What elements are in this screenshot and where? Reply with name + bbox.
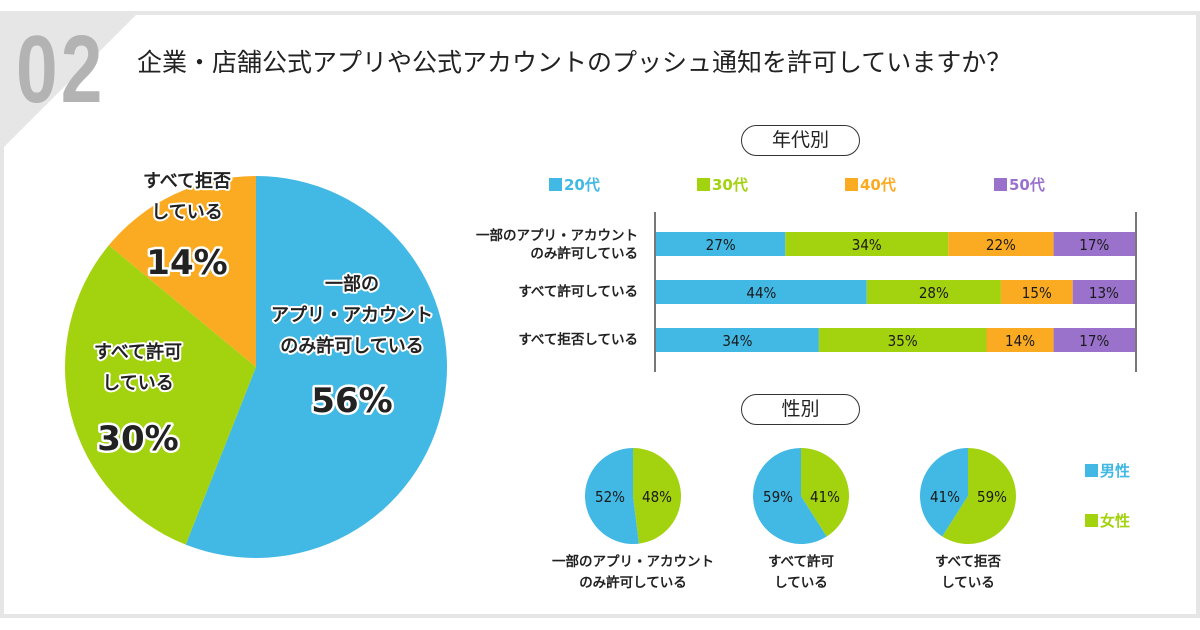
bar-category-label: すべて許可している xyxy=(518,284,638,300)
legend-item: 男性 xyxy=(1085,462,1130,480)
section-pill-gender: 性別 xyxy=(741,394,860,425)
legend-item: 40代 xyxy=(845,176,896,194)
pie-slice-label: すべて拒否 xyxy=(143,170,231,192)
legend-item: 女性 xyxy=(1085,512,1130,530)
bar-segment xyxy=(785,232,949,256)
question-title: 企業・店舗公式アプリや公式アカウントのプッシュ通知を許可していますか？ xyxy=(137,48,1012,77)
pie-value-female: 59% xyxy=(977,488,1007,506)
pie-slice-label: 一部の xyxy=(325,273,379,295)
legend-label: 女性 xyxy=(1100,512,1131,530)
gender-pies: 52% 48% 59% 41% 41% 59% xyxy=(585,447,1017,545)
pie-slice xyxy=(108,176,256,367)
pie-value-male: 41% xyxy=(930,488,960,506)
bar-value-label: 44% xyxy=(746,284,776,302)
bar-value-label: 13% xyxy=(1089,284,1119,302)
legend-label: 40代 xyxy=(860,176,896,194)
legend-label: 20代 xyxy=(564,176,600,194)
legend-swatch xyxy=(1085,464,1098,477)
bar-segment xyxy=(1072,280,1135,304)
bar-segment xyxy=(656,328,819,352)
pie-slice-female xyxy=(633,447,682,544)
bar-value-label: 15% xyxy=(1022,284,1052,302)
pie-slice-male xyxy=(752,448,827,544)
gender-pie: 59% 41% xyxy=(752,448,849,544)
bar-value-label: 22% xyxy=(986,236,1016,254)
bar-category-label: のみ許可している xyxy=(530,246,638,262)
bar-segment xyxy=(986,328,1054,352)
pie-slice-value: 56% xyxy=(311,381,392,421)
bar-value-label: 34% xyxy=(722,332,752,350)
gender-pie: 52% 48% xyxy=(585,447,682,544)
legend-label: 30代 xyxy=(712,176,748,194)
legend-swatch xyxy=(1085,514,1098,527)
pie-slice xyxy=(185,176,448,558)
legend-label: 男性 xyxy=(1100,462,1131,480)
pie-slice xyxy=(64,245,256,545)
legend-swatch xyxy=(697,178,710,191)
legend-swatch xyxy=(994,178,1007,191)
gender-pie-label: している xyxy=(774,575,828,591)
bar-segment xyxy=(866,280,1001,304)
pie-slice-label: アプリ・アカウント xyxy=(271,304,433,326)
bar-segment xyxy=(948,232,1054,256)
bar-value-label: 17% xyxy=(1079,236,1109,254)
legend-item: 30代 xyxy=(697,176,748,194)
pie-slice-label: している xyxy=(151,202,222,223)
pie-slice-female xyxy=(801,448,849,537)
bar-value-label: 35% xyxy=(888,332,918,350)
gender-pie-label: すべて拒否 xyxy=(934,554,1001,570)
pie-value-male: 59% xyxy=(763,488,793,506)
legend-swatch xyxy=(845,178,858,191)
section-pill-age: 年代別 xyxy=(741,125,860,156)
pie-value-female: 41% xyxy=(810,488,840,506)
bar-segment xyxy=(656,232,786,256)
legend-item: 20代 xyxy=(549,176,600,194)
bar-value-label: 34% xyxy=(852,236,882,254)
pie-slice-label: すべて許可 xyxy=(94,341,182,363)
bar-segment xyxy=(1053,232,1135,256)
corner-decoration xyxy=(0,11,140,151)
legend-item: 50代 xyxy=(994,176,1045,194)
bar-value-label: 17% xyxy=(1079,332,1109,350)
bar-value-label: 28% xyxy=(919,284,949,302)
pie-slice-male xyxy=(920,448,968,537)
pie-slice-label: のみ許可している xyxy=(280,335,423,357)
pie-slice-male xyxy=(585,448,640,544)
gender-pie-label: 一部のアプリ・アカウント xyxy=(552,554,714,570)
pie-value-male: 52% xyxy=(595,488,625,506)
gender-pie-label: すべて許可 xyxy=(767,554,834,570)
bar-segment xyxy=(818,328,987,352)
gender-pie-label: している xyxy=(941,575,995,591)
age-bar-chart: 27% 34% 22% 17% 44% 28% 15% 13% 34% 35% 14% 17% xyxy=(654,212,1137,372)
bar-segment xyxy=(656,280,867,304)
pie-value-female: 48% xyxy=(642,488,672,506)
bar-segment xyxy=(1000,280,1073,304)
pie-slice-value: 30% xyxy=(97,419,178,459)
pie-slice-female xyxy=(942,448,1017,545)
main-pie: 一部のアプリ・アカウントのみ許可している56%すべて許可している30%すべて拒否… xyxy=(64,168,448,558)
pie-slice-label: している xyxy=(102,373,173,394)
legend-swatch xyxy=(549,178,562,191)
bar-category-label: すべて拒否している xyxy=(518,332,638,348)
gender-pie-label: のみ許可している xyxy=(579,575,687,591)
bar-value-label: 14% xyxy=(1005,332,1035,350)
legend-label: 50代 xyxy=(1009,176,1045,194)
bar-value-label: 27% xyxy=(706,236,736,254)
question-number: 02 xyxy=(16,16,106,123)
bar-category-label: 一部のアプリ・アカウント xyxy=(476,228,638,244)
pie-slice-value: 14% xyxy=(146,243,227,283)
bar-segment xyxy=(1053,328,1135,352)
gender-pie: 41% 59% xyxy=(920,448,1017,545)
